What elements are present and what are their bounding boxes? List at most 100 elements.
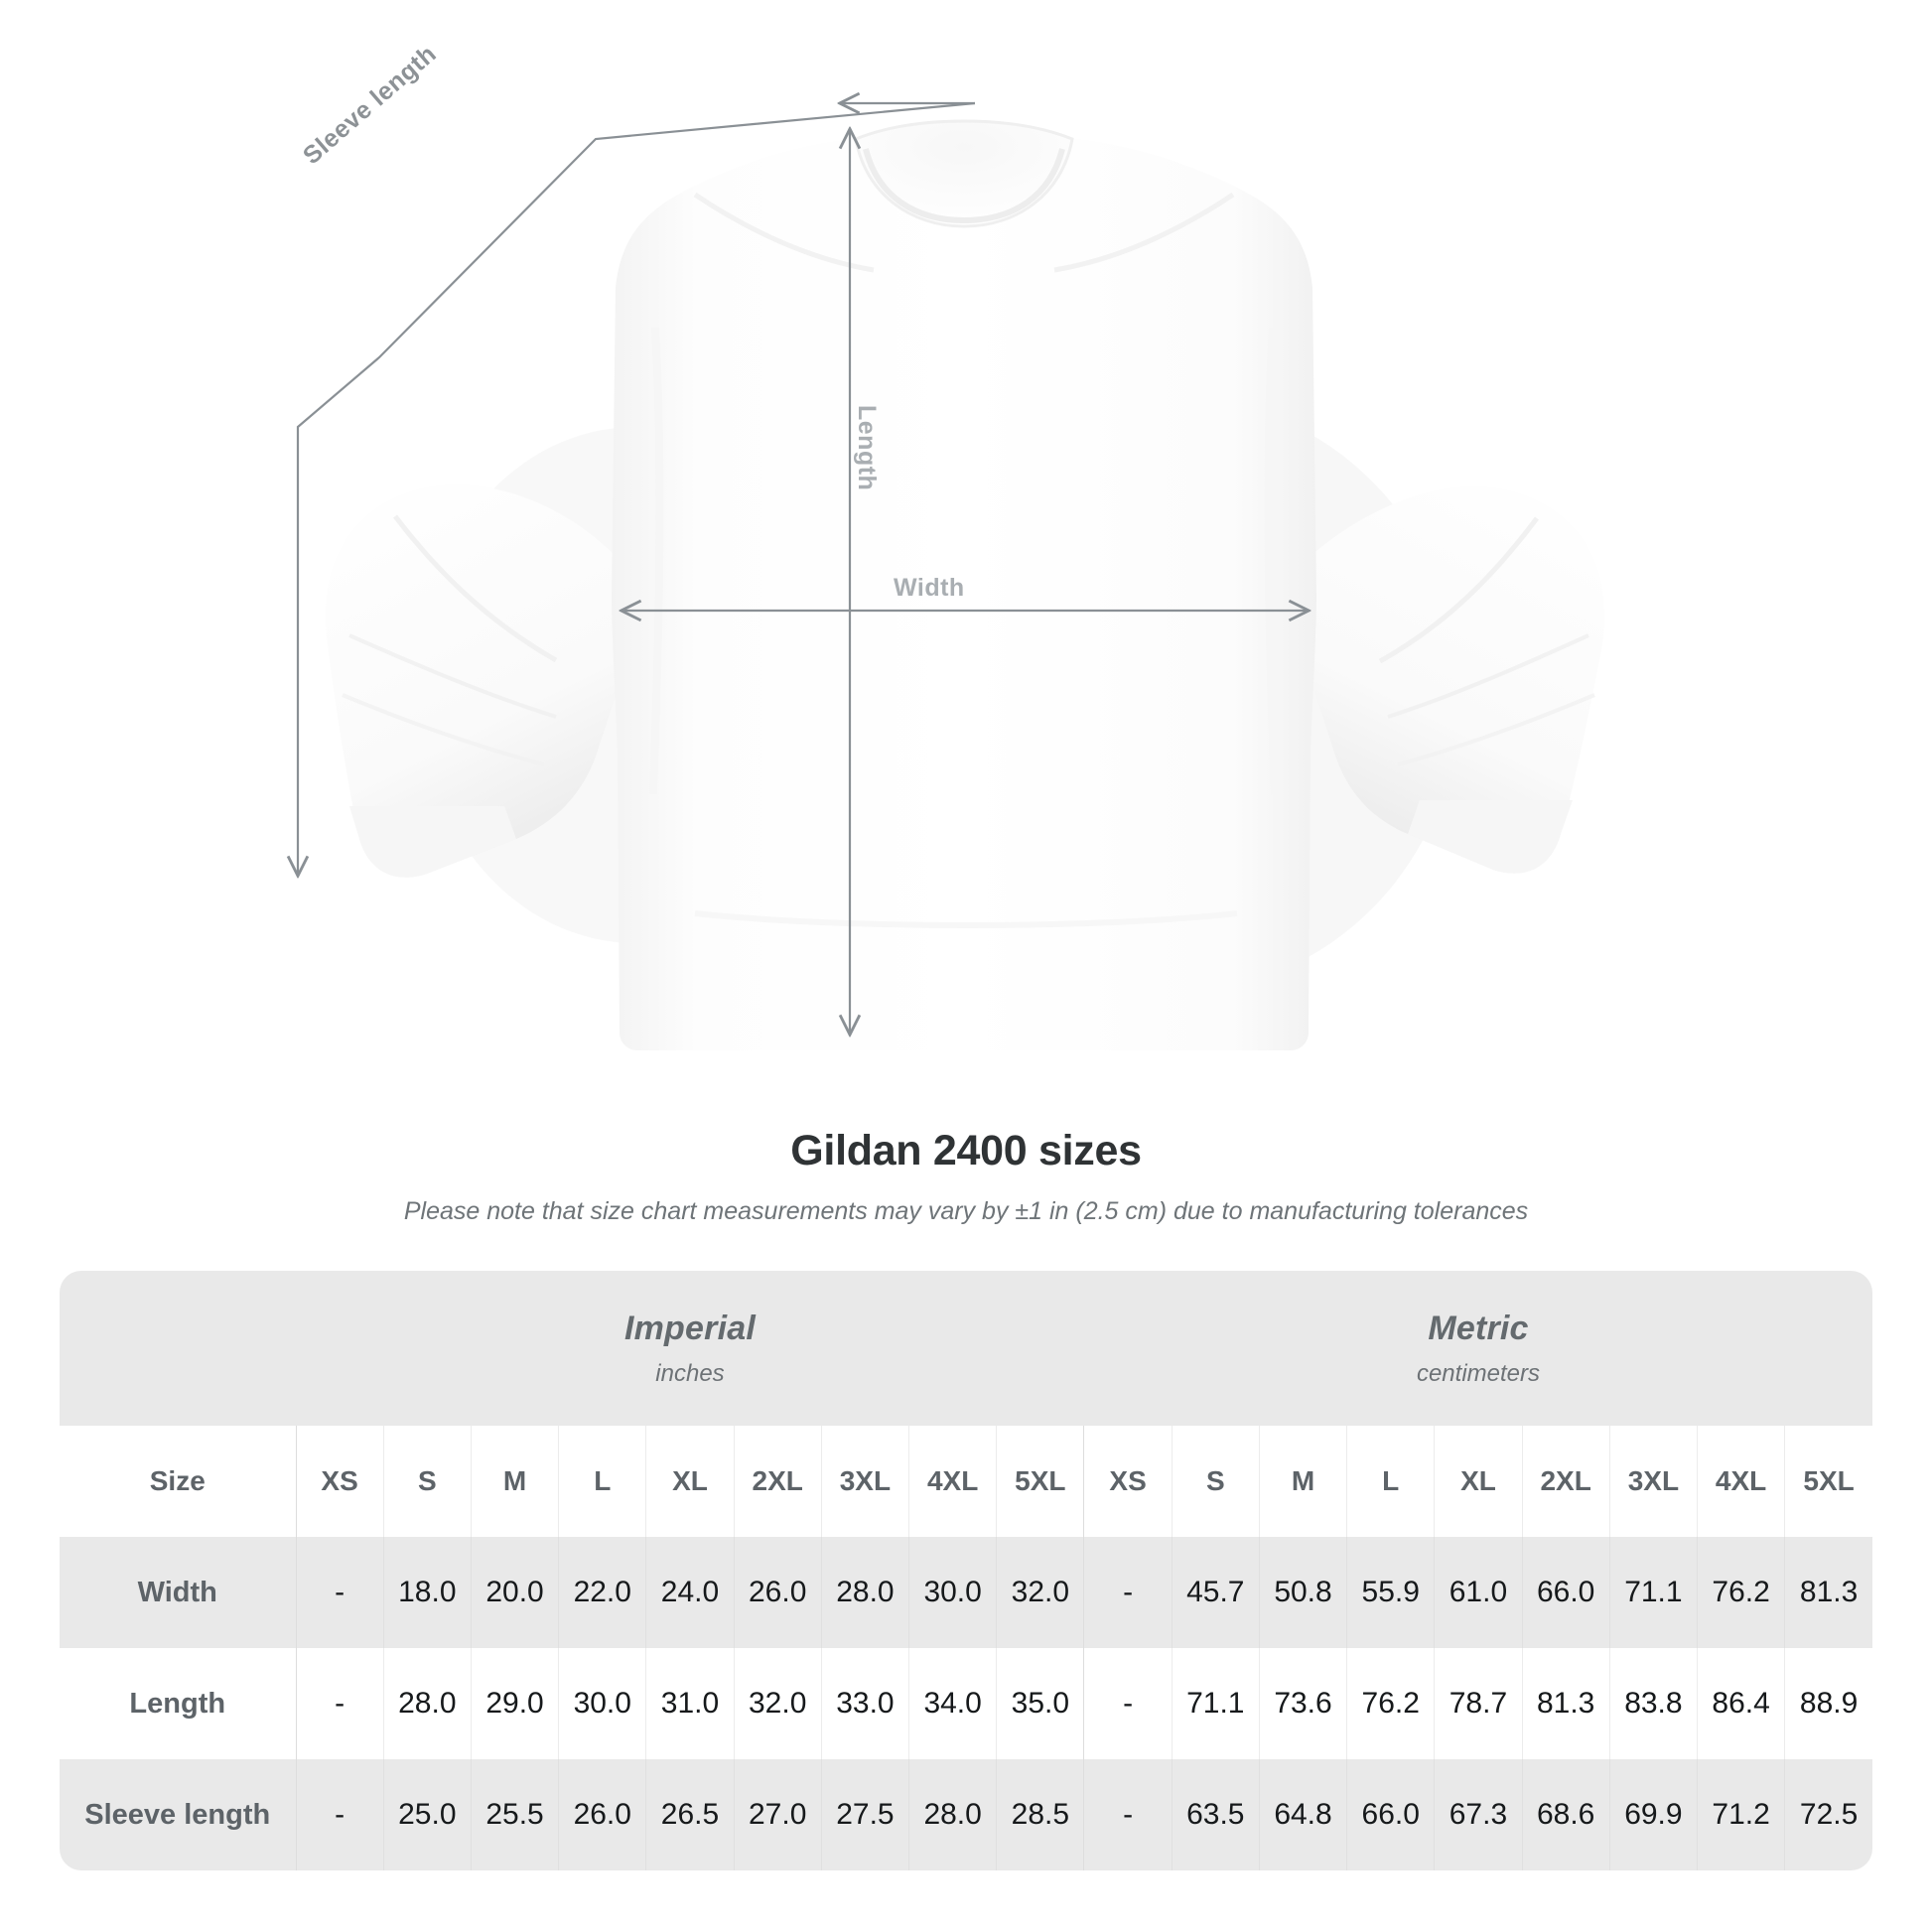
size-header-row: Size XS S M L XL 2XL 3XL 4XL 5XL XS S M … (60, 1426, 1872, 1537)
sleeve-in-l: 26.0 (558, 1759, 646, 1870)
length-cm-l: 76.2 (1346, 1648, 1435, 1759)
length-cm-2xl: 81.3 (1521, 1648, 1610, 1759)
length-in-l: 30.0 (558, 1648, 646, 1759)
header-metric-xs: XS (1083, 1426, 1173, 1537)
width-in-5xl: 32.0 (996, 1537, 1084, 1648)
header-metric-5xl: 5XL (1784, 1426, 1872, 1537)
metric-unit: centimeters (1416, 1359, 1540, 1387)
garment-diagram: Sleeve length Length Width (0, 40, 1605, 1050)
width-cm-2xl: 66.0 (1521, 1537, 1610, 1648)
page-subtitle: Please note that size chart measurements… (403, 1197, 1529, 1225)
width-cm-4xl: 76.2 (1696, 1537, 1785, 1648)
row-label-width: Width (60, 1537, 296, 1648)
width-cm-s: 45.7 (1171, 1537, 1260, 1648)
header-imperial-5xl: 5XL (996, 1426, 1084, 1537)
sleeve-in-5xl: 28.5 (996, 1759, 1084, 1870)
header-imperial-2xl: 2XL (733, 1426, 822, 1537)
sleeve-cm-xs: - (1083, 1759, 1173, 1870)
sleeve-in-xs: - (295, 1759, 384, 1870)
length-in-4xl: 34.0 (908, 1648, 997, 1759)
length-diagram-label: Length (853, 405, 881, 491)
sleeve-in-3xl: 27.5 (820, 1759, 909, 1870)
shirt-body (612, 119, 1316, 1050)
length-cm-xl: 78.7 (1434, 1648, 1523, 1759)
row-label-length: Length (60, 1648, 296, 1759)
sleeve-cm-5xl: 72.5 (1784, 1759, 1872, 1870)
width-in-3xl: 28.0 (820, 1537, 909, 1648)
header-imperial-m: M (470, 1426, 559, 1537)
width-in-m: 20.0 (470, 1537, 559, 1648)
header-metric-3xl: 3XL (1608, 1426, 1698, 1537)
length-in-xs: - (295, 1648, 384, 1759)
width-in-l: 22.0 (558, 1537, 646, 1648)
metric-label: Metric (1428, 1309, 1529, 1347)
length-cm-5xl: 88.9 (1784, 1648, 1872, 1759)
imperial-band: Imperial inches (296, 1271, 1084, 1426)
page-title: Gildan 2400 sizes (790, 1127, 1142, 1174)
right-sleeve (1297, 486, 1605, 874)
width-in-xs: - (295, 1537, 384, 1648)
width-cm-xl: 61.0 (1434, 1537, 1523, 1648)
unit-system-band-row: Imperial inches Metric centimeters (60, 1271, 1872, 1426)
header-imperial-4xl: 4XL (908, 1426, 997, 1537)
sleeve-cm-2xl: 68.6 (1521, 1759, 1610, 1870)
length-cm-s: 71.1 (1171, 1648, 1260, 1759)
header-imperial-xl: XL (645, 1426, 735, 1537)
sleeve-cm-3xl: 69.9 (1608, 1759, 1698, 1870)
width-cm-m: 50.8 (1258, 1537, 1347, 1648)
sleeve-cm-4xl: 71.2 (1696, 1759, 1785, 1870)
header-imperial-3xl: 3XL (820, 1426, 909, 1537)
sleeve-cm-l: 66.0 (1346, 1759, 1435, 1870)
header-metric-l: L (1346, 1426, 1435, 1537)
width-cm-xs: - (1083, 1537, 1173, 1648)
metric-band: Metric centimeters (1083, 1271, 1872, 1426)
table-row: Sleeve length - 25.0 25.5 26.0 26.5 27.0… (60, 1759, 1872, 1870)
length-in-3xl: 33.0 (820, 1648, 909, 1759)
header-metric-4xl: 4XL (1696, 1426, 1785, 1537)
header-imperial-xs: XS (295, 1426, 384, 1537)
width-in-xl: 24.0 (645, 1537, 735, 1648)
sleeve-in-s: 25.0 (382, 1759, 472, 1870)
header-imperial-s: S (382, 1426, 472, 1537)
width-diagram-label: Width (894, 574, 965, 602)
sleeve-in-2xl: 27.0 (733, 1759, 822, 1870)
imperial-unit: inches (655, 1359, 725, 1387)
imperial-label: Imperial (623, 1309, 756, 1347)
width-in-2xl: 26.0 (733, 1537, 822, 1648)
header-metric-m: M (1258, 1426, 1347, 1537)
length-cm-m: 73.6 (1258, 1648, 1347, 1759)
length-cm-4xl: 86.4 (1696, 1648, 1785, 1759)
sleeve-cm-xl: 67.3 (1434, 1759, 1523, 1870)
header-metric-2xl: 2XL (1521, 1426, 1610, 1537)
header-imperial-l: L (558, 1426, 646, 1537)
measurement-lines (298, 103, 1307, 1033)
length-in-5xl: 35.0 (996, 1648, 1084, 1759)
sleeve-in-xl: 26.5 (645, 1759, 735, 1870)
band-spacer (60, 1271, 296, 1426)
size-table: Imperial inches Metric centimeters Size … (60, 1271, 1872, 1870)
size-header-label: Size (60, 1426, 296, 1537)
width-in-s: 18.0 (382, 1537, 472, 1648)
width-cm-3xl: 71.1 (1608, 1537, 1698, 1648)
header-metric-xl: XL (1434, 1426, 1523, 1537)
width-in-4xl: 30.0 (908, 1537, 997, 1648)
sleeve-cm-m: 64.8 (1258, 1759, 1347, 1870)
header-metric-s: S (1171, 1426, 1260, 1537)
title-block: Gildan 2400 sizes Please note that size … (0, 1127, 1932, 1226)
length-in-2xl: 32.0 (733, 1648, 822, 1759)
table-row: Length - 28.0 29.0 30.0 31.0 32.0 33.0 3… (60, 1648, 1872, 1759)
length-in-m: 29.0 (470, 1648, 559, 1759)
table-row: Width - 18.0 20.0 22.0 24.0 26.0 28.0 30… (60, 1537, 1872, 1648)
width-cm-l: 55.9 (1346, 1537, 1435, 1648)
sleeve-length-line (298, 103, 976, 874)
width-cm-5xl: 81.3 (1784, 1537, 1872, 1648)
length-in-xl: 31.0 (645, 1648, 735, 1759)
sleeve-in-m: 25.5 (470, 1759, 559, 1870)
length-cm-xs: - (1083, 1648, 1173, 1759)
length-cm-3xl: 83.8 (1608, 1648, 1698, 1759)
left-sleeve (325, 484, 635, 878)
sleeve-cm-s: 63.5 (1171, 1759, 1260, 1870)
row-label-sleeve-length: Sleeve length (60, 1759, 296, 1870)
sleeve-in-4xl: 28.0 (908, 1759, 997, 1870)
